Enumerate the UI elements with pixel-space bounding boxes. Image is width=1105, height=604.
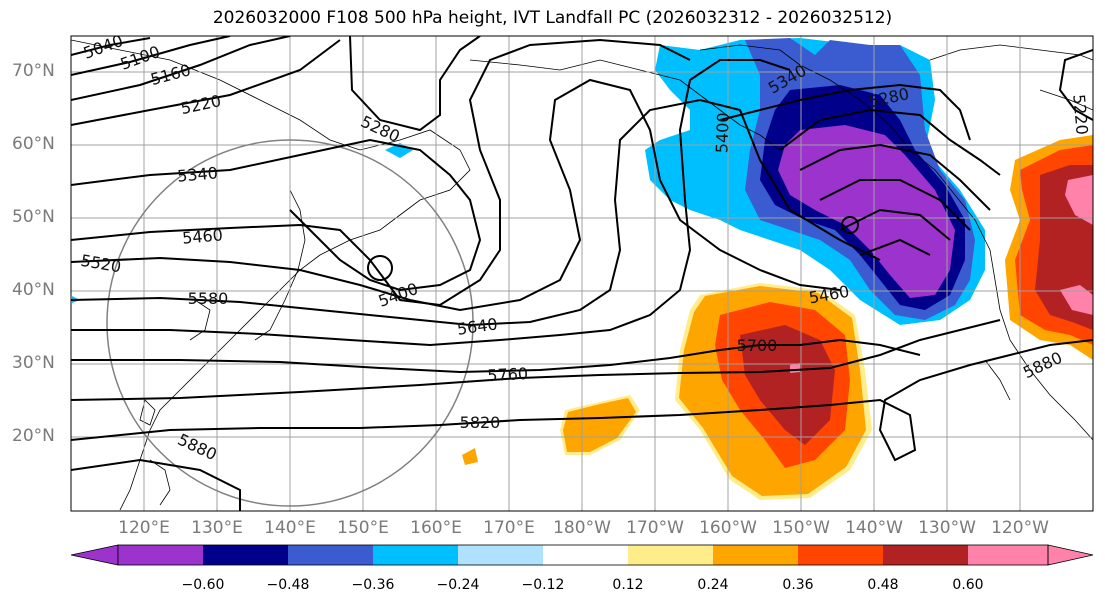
svg-text:5760: 5760 xyxy=(487,364,529,385)
lon-label: 160°W xyxy=(699,518,757,538)
contour-label: 5160 xyxy=(148,60,192,89)
lat-label: 30°N xyxy=(12,353,55,373)
colorbar-tick: 0.12 xyxy=(612,577,644,593)
lat-label: 70°N xyxy=(12,61,55,81)
contour-label: 5580 xyxy=(188,289,229,308)
svg-text:5460: 5460 xyxy=(807,282,850,308)
lon-label: 180°W xyxy=(553,518,611,538)
contour-labels: 5040 5100 5160 5220 5280 5340 5400 5460 … xyxy=(79,36,1091,464)
contour-label: 5460 xyxy=(181,225,223,247)
colorbar xyxy=(70,544,1094,566)
contour-label: 5220 xyxy=(1069,93,1091,135)
lat-label: 20°N xyxy=(12,426,55,446)
contour-label: 5640 xyxy=(456,314,499,338)
svg-text:5820: 5820 xyxy=(460,413,501,432)
lat-label: 40°N xyxy=(12,280,55,300)
colorbar-bin xyxy=(543,545,628,565)
contour-label: 5760 xyxy=(487,364,529,385)
colorbar-bin xyxy=(968,545,1048,565)
lon-label: 160°E xyxy=(410,518,462,538)
height-contours xyxy=(71,36,1093,511)
colorbar-tick: −0.12 xyxy=(521,577,565,593)
colorbar-extend-right xyxy=(1047,544,1094,566)
contour-label: 5220 xyxy=(179,91,223,118)
lat-label: 60°N xyxy=(12,134,55,154)
svg-text:5460: 5460 xyxy=(181,225,223,247)
colorbar-tick: −0.60 xyxy=(181,577,225,593)
ivt-positive-region xyxy=(462,135,1093,500)
lon-label: 140°E xyxy=(264,518,316,538)
colorbar-bin xyxy=(203,545,288,565)
colorbar-bin xyxy=(458,545,543,565)
svg-text:5220: 5220 xyxy=(1069,93,1091,135)
lon-label: 170°W xyxy=(626,518,684,538)
contour-label: 5400 xyxy=(712,112,732,153)
colorbar-tick: 0.36 xyxy=(782,577,814,593)
contour-label: 5820 xyxy=(460,413,501,432)
contour-label: 5520 xyxy=(79,251,122,277)
contour-label: 5880 xyxy=(1020,348,1065,382)
lon-label: 150°W xyxy=(772,518,830,538)
lon-label: 130°W xyxy=(918,518,976,538)
map-frame xyxy=(70,35,1094,512)
lon-label: 150°E xyxy=(337,518,389,538)
map-title: 2026032000 F108 500 hPa height, IVT Land… xyxy=(212,8,893,28)
colorbar-bin xyxy=(118,545,203,565)
contour-label: 5880 xyxy=(175,430,220,464)
contour-label: 5460 xyxy=(807,282,850,308)
colorbar-tick: −0.48 xyxy=(266,577,310,593)
lon-label: 120°W xyxy=(991,518,1049,538)
svg-text:5640: 5640 xyxy=(456,314,499,338)
lon-label: 120°E xyxy=(118,518,170,538)
svg-text:5400: 5400 xyxy=(712,112,732,153)
svg-text:5880: 5880 xyxy=(175,430,220,464)
colorbar-bin xyxy=(373,545,458,565)
colorbar-tick: −0.24 xyxy=(436,577,480,593)
colorbar-tick: 0.60 xyxy=(952,577,984,593)
svg-text:5340: 5340 xyxy=(176,163,218,185)
svg-text:5880: 5880 xyxy=(1020,348,1065,382)
svg-text:5580: 5580 xyxy=(188,289,229,308)
svg-text:5700: 5700 xyxy=(737,336,778,355)
lat-label: 50°N xyxy=(12,207,55,227)
svg-text:5220: 5220 xyxy=(179,91,223,118)
colorbar-bin xyxy=(713,545,798,565)
svg-text:5520: 5520 xyxy=(79,251,122,277)
graticule xyxy=(71,36,1093,511)
colorbar-tick: 0.48 xyxy=(867,577,899,593)
region-circle xyxy=(106,139,474,507)
colorbar-bin xyxy=(628,545,713,565)
lon-label: 140°W xyxy=(845,518,903,538)
contour-label: 5700 xyxy=(737,336,778,355)
colorbar-extend-left xyxy=(70,544,119,566)
lon-label: 170°E xyxy=(483,518,535,538)
contour-label: 5340 xyxy=(176,163,218,185)
colorbar-bin xyxy=(798,545,883,565)
colorbar-bin xyxy=(883,545,968,565)
lon-label: 130°E xyxy=(191,518,243,538)
colorbar-tick: 0.24 xyxy=(697,577,729,593)
svg-text:5160: 5160 xyxy=(148,60,192,89)
colorbar-bin xyxy=(288,545,373,565)
colorbar-tick: −0.36 xyxy=(351,577,395,593)
